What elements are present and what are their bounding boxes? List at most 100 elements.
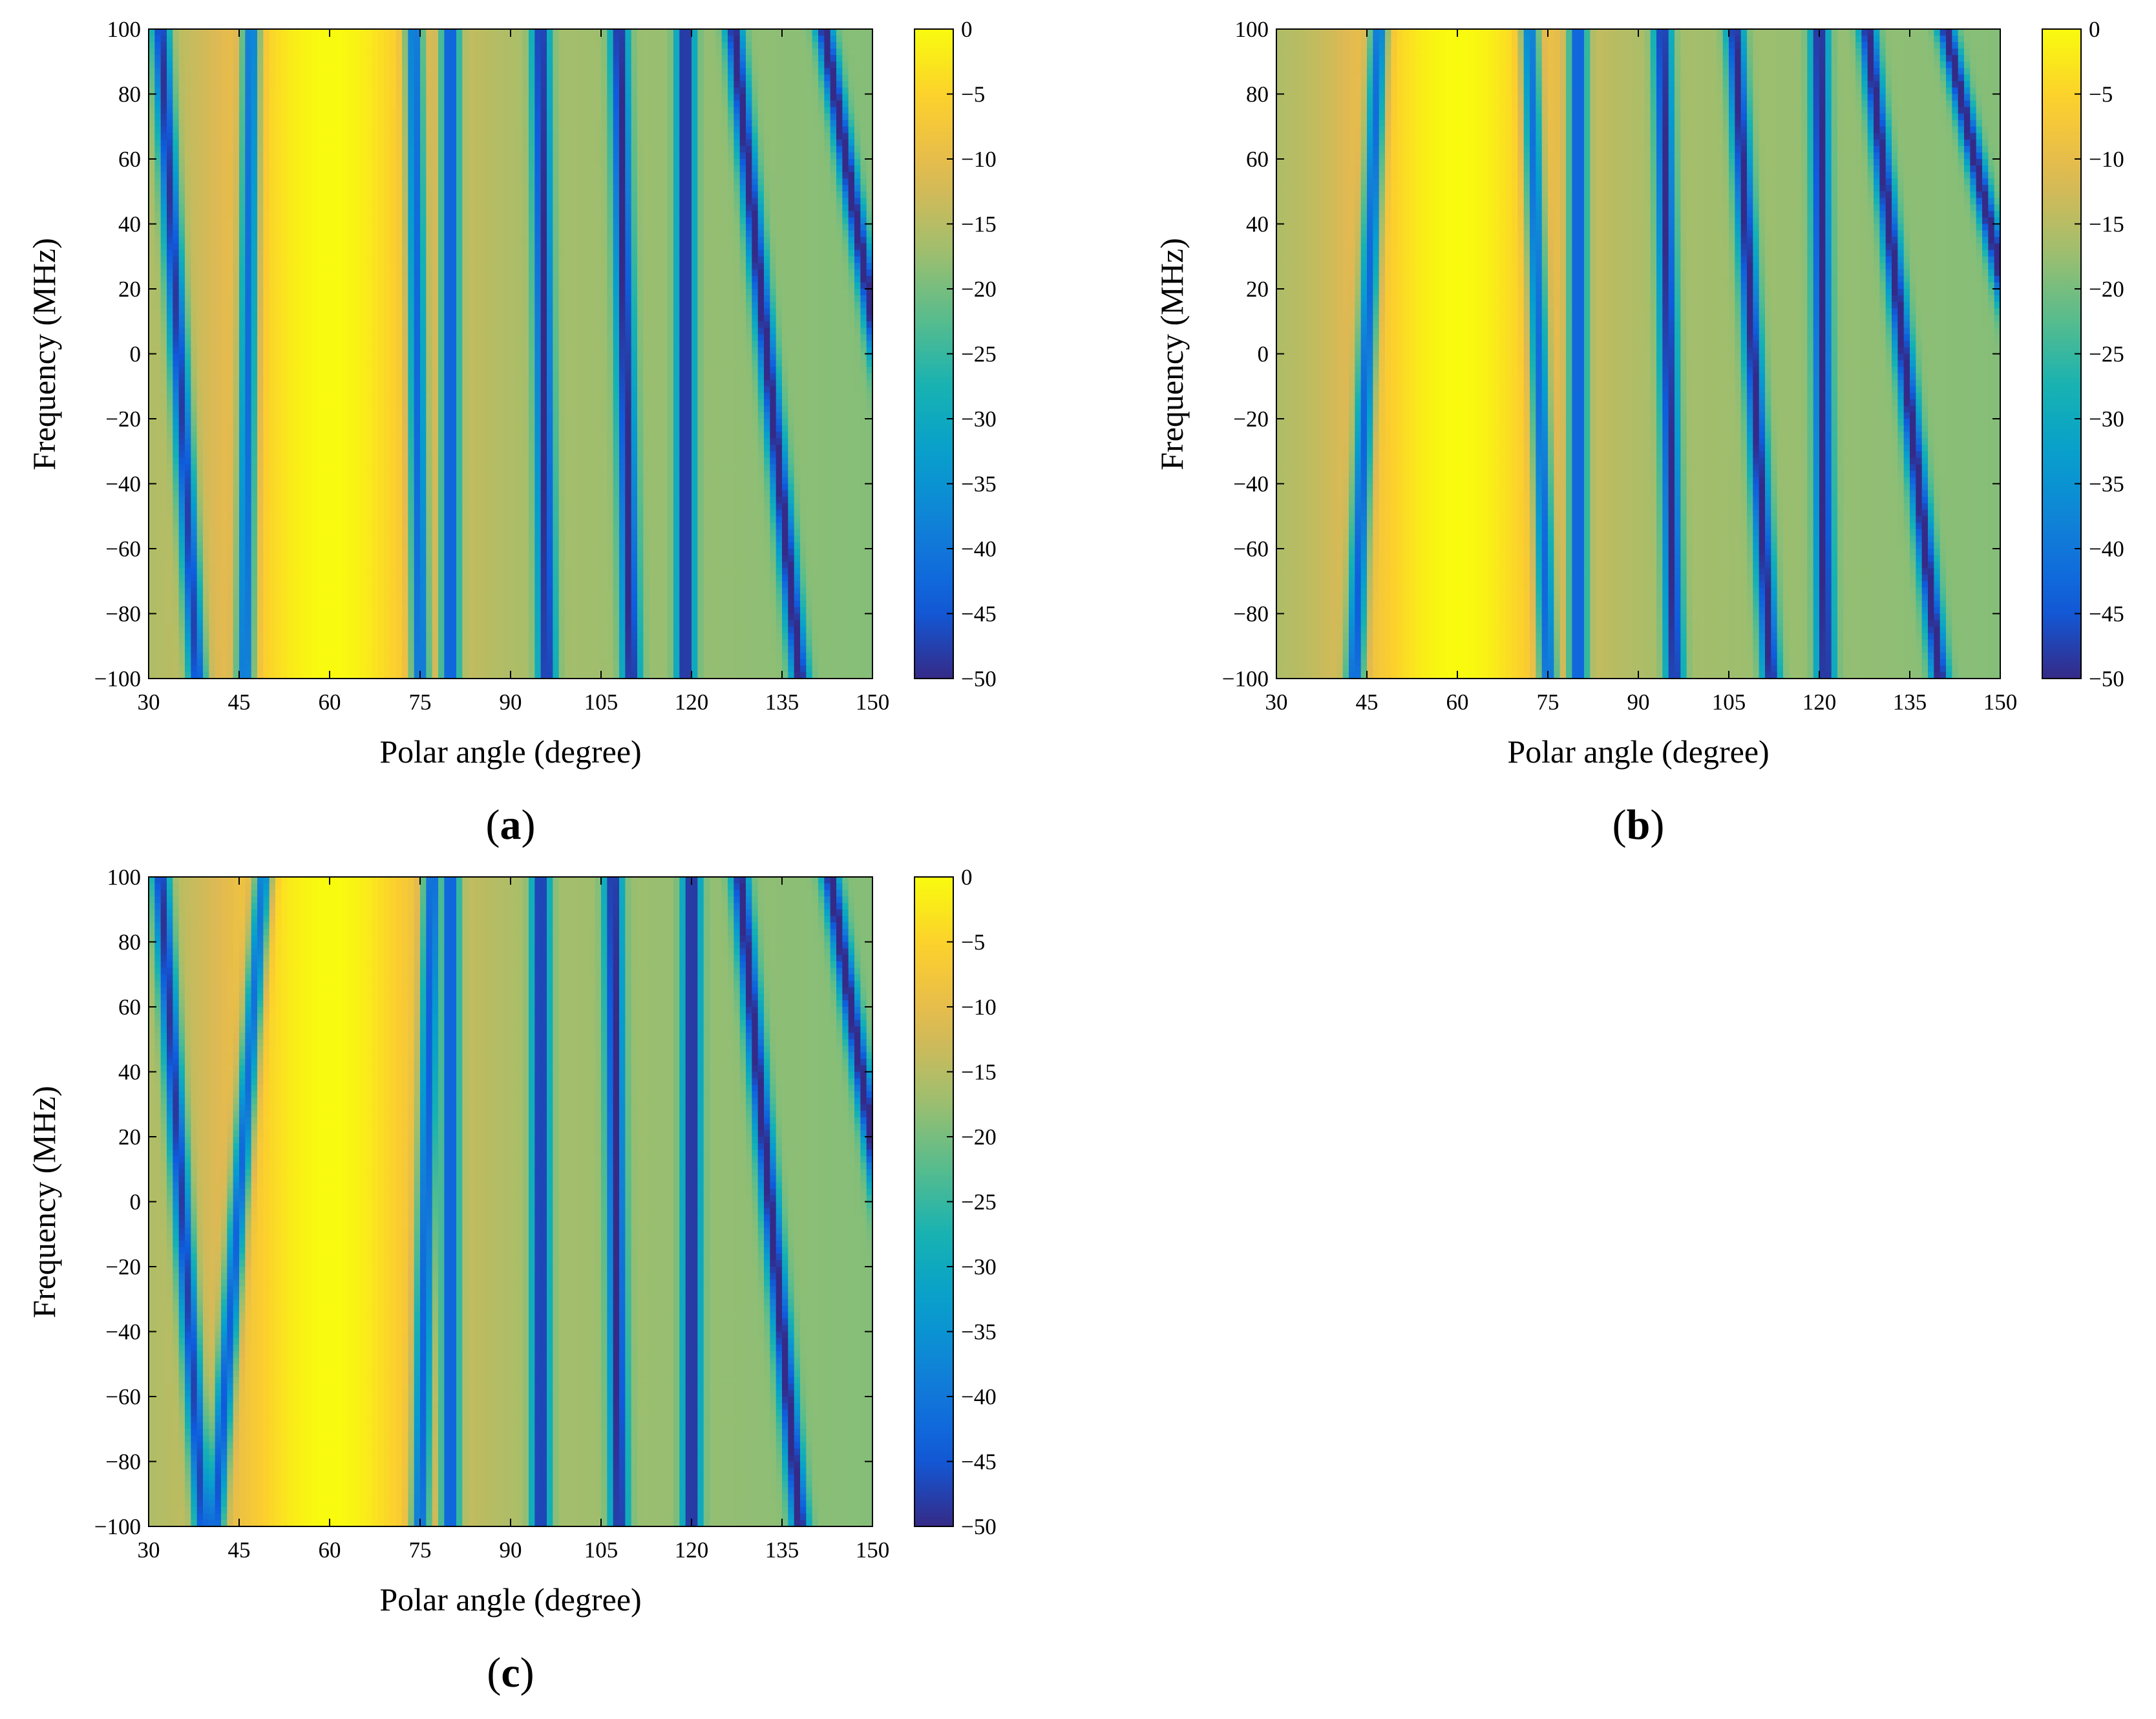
heatmap-cell: [215, 42, 222, 49]
heatmap-cell: [697, 152, 704, 160]
heatmap-cell: [667, 185, 674, 192]
heatmap-cell: [293, 282, 300, 290]
heatmap-cell: [426, 36, 433, 43]
heatmap-cell: [649, 74, 656, 81]
heatmap-cell: [818, 172, 825, 179]
heatmap-cell: [661, 159, 668, 166]
heatmap-cell: [341, 132, 348, 140]
heatmap-cell: [396, 48, 403, 56]
heatmap-cell: [330, 55, 336, 62]
heatmap-cell: [522, 172, 529, 179]
heatmap-cell: [613, 100, 620, 108]
heatmap-cell: [715, 204, 723, 211]
heatmap-cell: [269, 185, 276, 192]
heatmap-cell: [438, 191, 445, 198]
heatmap-cell: [776, 152, 783, 160]
heatmap-cell: [842, 81, 849, 88]
heatmap-cell: [366, 48, 372, 56]
heatmap-cell: [275, 113, 282, 121]
heatmap-cell: [354, 230, 361, 238]
heatmap-cell: [613, 237, 620, 244]
heatmap-cell: [312, 145, 318, 153]
heatmap-cell: [854, 68, 861, 75]
heatmap-cell: [764, 107, 770, 114]
heatmap-cell: [697, 100, 704, 108]
heatmap-cell: [245, 48, 252, 56]
heatmap-cell: [866, 249, 873, 257]
heatmap-cell: [149, 42, 155, 49]
heatmap-cell: [836, 145, 843, 153]
heatmap-cell: [474, 282, 481, 290]
heatmap-cell: [191, 145, 198, 153]
heatmap-cell: [583, 120, 589, 127]
heatmap-cell: [655, 81, 662, 88]
heatmap-cell: [444, 172, 451, 179]
heatmap-cell: [794, 204, 801, 211]
heatmap-cell: [468, 132, 475, 140]
heatmap-cell: [402, 178, 408, 185]
heatmap-cell: [800, 36, 807, 43]
heatmap-cell: [221, 262, 227, 270]
heatmap-cell: [480, 224, 487, 231]
heatmap-cell: [866, 61, 873, 69]
heatmap-cell: [492, 275, 499, 283]
heatmap-cell: [402, 55, 408, 62]
heatmap-cell: [655, 211, 662, 218]
heatmap-cell: [547, 29, 553, 36]
heatmap-cell: [287, 29, 294, 36]
heatmap-cell: [661, 230, 668, 238]
heatmap-cell: [739, 289, 746, 296]
heatmap-cell: [408, 185, 415, 192]
heatmap-cell: [269, 191, 276, 198]
heatmap-cell: [619, 198, 626, 205]
heatmap-cell: [384, 249, 390, 257]
heatmap-cell: [522, 204, 529, 211]
heatmap-cell: [444, 100, 451, 108]
heatmap-cell: [757, 262, 765, 270]
heatmap-cell: [263, 87, 270, 95]
heatmap-cell: [571, 68, 578, 75]
heatmap-cell: [589, 132, 596, 140]
heatmap-cell: [257, 74, 264, 81]
heatmap-cell: [504, 211, 511, 218]
heatmap-cell: [154, 224, 162, 231]
heatmap-cell: [601, 61, 608, 69]
heatmap-cell: [396, 87, 403, 95]
heatmap-cell: [522, 249, 529, 257]
heatmap-cell: [589, 295, 596, 302]
heatmap-cell: [263, 126, 270, 134]
heatmap-cell: [739, 191, 746, 198]
heatmap-cell: [697, 55, 704, 62]
heatmap-cell: [534, 55, 542, 62]
heatmap-cell: [263, 152, 270, 160]
heatmap-cell: [408, 224, 415, 231]
heatmap-cell: [402, 211, 408, 218]
heatmap-cell: [547, 243, 553, 251]
heatmap-cell: [710, 139, 716, 147]
heatmap-cell: [498, 262, 505, 270]
heatmap-cell: [209, 113, 216, 121]
heatmap-cell: [263, 68, 270, 75]
heatmap-cell: [456, 191, 463, 198]
heatmap-cell: [534, 217, 542, 225]
heatmap-cell: [348, 145, 354, 153]
heatmap-cell: [830, 68, 837, 75]
heatmap-cell: [655, 113, 662, 121]
heatmap-cell: [788, 191, 795, 198]
heatmap-cell: [239, 48, 246, 56]
heatmap-cell: [770, 48, 777, 56]
heatmap-cell: [746, 152, 752, 160]
heatmap-cell: [348, 132, 354, 140]
heatmap-cell: [462, 81, 469, 88]
heatmap-cell: [800, 282, 807, 290]
heatmap-cell: [149, 165, 155, 173]
heatmap-cell: [209, 211, 216, 218]
heatmap-cell: [323, 198, 330, 205]
heatmap-cell: [558, 230, 565, 238]
heatmap-cell: [480, 94, 487, 101]
heatmap-cell: [233, 185, 240, 192]
heatmap-cell: [583, 249, 589, 257]
heatmap-cell: [715, 74, 723, 81]
heatmap-cell: [450, 198, 457, 205]
heatmap-cell: [287, 269, 294, 277]
